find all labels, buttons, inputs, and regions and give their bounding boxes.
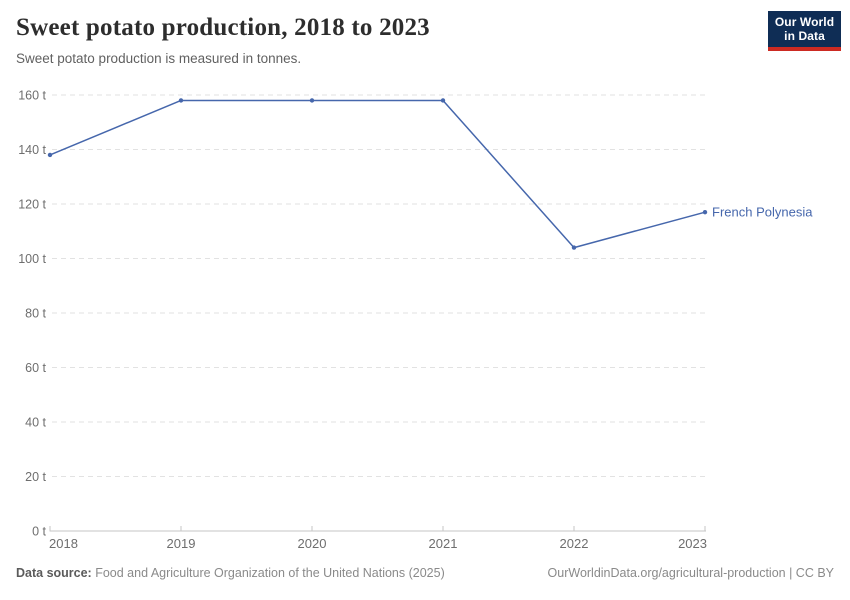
x-axis-tick-label: 2020 (298, 536, 327, 551)
x-axis-tick-label: 2019 (167, 536, 196, 551)
data-point[interactable] (440, 98, 446, 103)
y-axis-tick-label: 60 t (25, 361, 46, 375)
y-axis-tick-label: 100 t (18, 252, 46, 266)
chart-footer: Data source: Food and Agriculture Organi… (16, 566, 834, 580)
data-source-label: Data source: (16, 566, 92, 580)
owid-credit-link[interactable]: OurWorldinData.org/agricultural-producti… (547, 566, 834, 580)
y-axis-tick-label: 140 t (18, 143, 46, 157)
data-point[interactable] (178, 98, 184, 103)
data-point[interactable] (47, 152, 53, 158)
y-axis-tick-label: 20 t (25, 470, 46, 484)
owid-logo[interactable]: Our World in Data (768, 11, 841, 51)
data-source: Data source: Food and Agriculture Organi… (16, 566, 445, 580)
x-axis-tick-label: 2018 (49, 536, 78, 551)
entity-label[interactable]: French Polynesia (712, 205, 813, 220)
x-axis-tick-label: 2022 (560, 536, 589, 551)
y-axis-tick-label: 80 t (25, 307, 46, 321)
series-line[interactable] (49, 99, 706, 249)
y-axis-tick-label: 120 t (18, 198, 46, 212)
y-axis-tick-label: 0 t (32, 525, 46, 539)
data-point[interactable] (702, 209, 708, 215)
y-axis-tick-label: 40 t (25, 416, 46, 430)
y-axis-tick-label: 160 t (18, 89, 46, 103)
chart-subtitle: Sweet potato production is measured in t… (16, 51, 302, 66)
x-axis-tick-label: 2023 (678, 536, 707, 551)
data-point[interactable] (571, 245, 577, 250)
owid-logo-line1: Our World (774, 15, 835, 29)
data-source-text: Food and Agriculture Organization of the… (95, 566, 445, 580)
chart-title: Sweet potato production, 2018 to 2023 (16, 14, 430, 41)
chart-titles: Sweet potato production, 2018 to 2023 Sw… (16, 14, 736, 66)
data-point[interactable] (309, 98, 315, 103)
x-axis-tick-label: 2021 (429, 536, 458, 551)
line-chart[interactable]: 0 t 20 t 40 t 60 t 80 t 100 t 120 t 140 t 160 t 2… (0, 80, 850, 560)
owid-logo-line2: in Data (784, 29, 825, 43)
